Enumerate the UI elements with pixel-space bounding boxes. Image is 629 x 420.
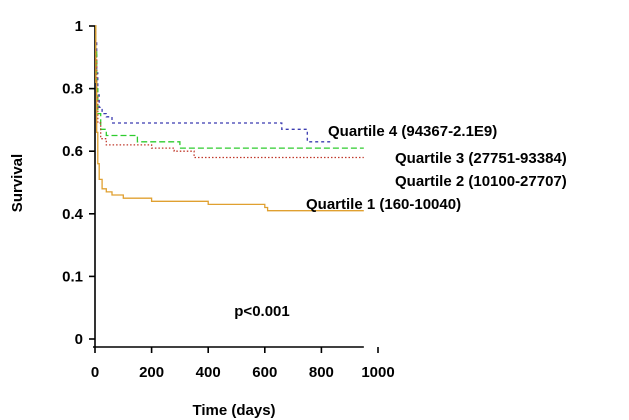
y-tick-label: 0 [75,331,83,348]
y-tick-label: 1 [75,18,83,35]
series-label-1: Quartile 4 (94367-2.1E9) [328,123,497,140]
series-labels: Quartile 4 (94367-2.1E9) Quartile 3 (2775… [306,123,567,213]
y-axis-label: Survival [9,154,26,212]
y-tick-label: 0.1 [62,268,83,285]
series-line-3 [95,25,364,159]
p-value-annotation: p<0.001 [234,303,289,320]
axes: 0 0.1 0.4 0.6 0.8 1 0 200 400 600 800 1000 [62,18,395,381]
y-tick-label: 0.8 [62,81,83,98]
x-axis-label: Time (days) [192,402,275,419]
series-label-4: Quartile 1 (160-10040) [306,196,461,213]
series-line-2 [95,25,364,149]
x-tick-label: 200 [139,364,164,381]
series-label-2: Quartile 3 (27751-93384) [395,150,567,167]
y-tick-label: 0.6 [62,143,83,160]
series-group [95,25,364,212]
x-tick-label: 0 [91,364,99,381]
x-tick-label: 600 [252,364,277,381]
series-label-3: Quartile 2 (10100-27707) [395,173,567,190]
series-line-1 [95,25,333,143]
x-tick-label: 800 [309,364,334,381]
x-tick-label: 400 [196,364,221,381]
y-tick-label: 0.4 [62,206,84,223]
series-line-4 [95,25,364,212]
x-tick-label: 1000 [361,364,394,381]
